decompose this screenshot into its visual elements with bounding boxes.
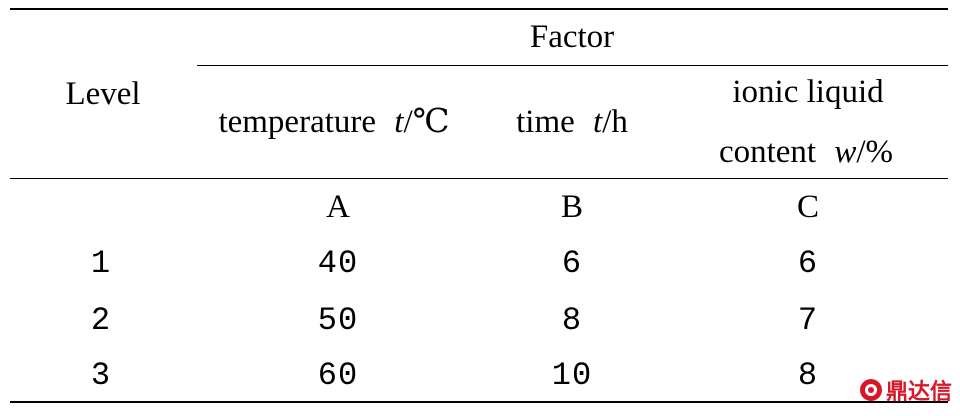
row1-ionic-liquid: 6: [797, 245, 819, 282]
table-top-rule: [10, 8, 948, 10]
temperature-name: temperature: [218, 104, 377, 140]
content-variable: w: [834, 134, 857, 170]
row3-time: 10: [551, 357, 593, 394]
table-bottom-rule: [10, 401, 948, 403]
watermark: 鼎达信: [859, 374, 952, 406]
time-column-header: time t/h: [516, 106, 628, 139]
header-bottom-rule: [10, 178, 948, 179]
time-name: time: [516, 104, 575, 140]
watermark-text: 鼎达信: [885, 380, 952, 405]
code-c: C: [796, 189, 820, 225]
slash: /: [403, 104, 413, 140]
slash: /: [602, 104, 612, 140]
row3-temperature: 60: [317, 357, 359, 394]
level-1: 1: [90, 245, 112, 282]
level-2: 2: [90, 302, 112, 339]
temperature-column-header: temperature t/℃: [218, 106, 449, 139]
row3-ionic-liquid: 8: [797, 357, 819, 394]
row2-temperature: 50: [317, 302, 359, 339]
time-variable: t: [593, 104, 603, 140]
row1-time: 6: [561, 245, 583, 282]
level-3: 3: [90, 357, 112, 394]
ionic-liquid-header-line1: ionic liquid: [732, 74, 884, 110]
code-b: B: [560, 189, 584, 225]
factor-header: Factor: [529, 19, 615, 55]
code-a: A: [326, 189, 350, 225]
row2-ionic-liquid: 7: [797, 302, 819, 339]
row1-temperature: 40: [317, 245, 359, 282]
temperature-unit: ℃: [412, 104, 450, 140]
ring-logo-icon: [859, 379, 882, 401]
ionic-liquid-header-line2: content w/%: [719, 136, 893, 169]
level-header: Level: [65, 76, 141, 112]
factor-underline-rule: [197, 65, 948, 66]
row2-time: 8: [561, 302, 583, 339]
temperature-variable: t: [394, 104, 404, 140]
content-unit: %: [865, 134, 894, 170]
content-name: content: [718, 134, 817, 170]
slash: /: [856, 134, 866, 170]
time-unit: h: [611, 104, 628, 140]
